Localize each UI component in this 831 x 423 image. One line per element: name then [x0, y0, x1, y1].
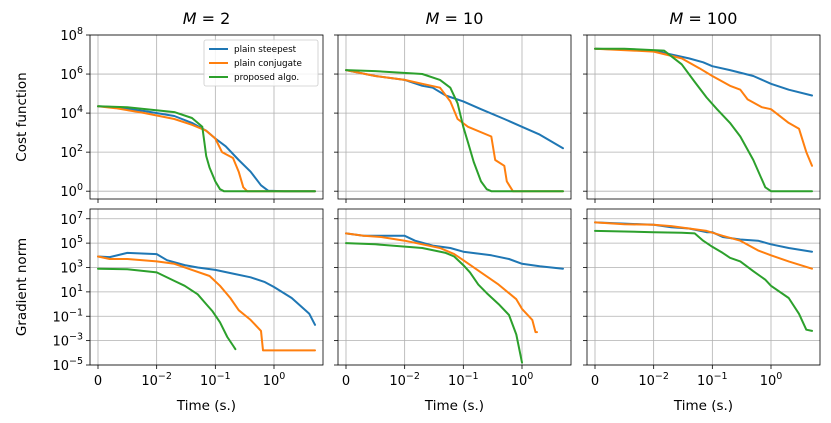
x-tick-label: 10−1: [448, 371, 479, 389]
column-title: M = 10: [426, 9, 484, 28]
y-tick-label: 10−5: [52, 356, 83, 374]
x-tick-label: 0: [94, 374, 102, 389]
series-line-plain-steepest: [594, 221, 813, 253]
series-line-plain-steepest: [97, 251, 316, 326]
series-line-plain-steepest: [97, 105, 316, 193]
y-tick-label: 106: [60, 65, 83, 83]
column-title: M = 2: [183, 9, 231, 28]
y-axis-label: Gradient norm: [14, 238, 30, 336]
x-tick-label: 10−1: [697, 371, 728, 389]
series-line-proposed-algo-: [97, 267, 237, 351]
series-line-plain-conjugate: [97, 255, 316, 352]
y-tick-label: 107: [60, 210, 83, 228]
y-tick-label: 101: [60, 283, 83, 301]
series-line-plain-conjugate: [594, 221, 813, 270]
y-tick-label: 104: [60, 104, 83, 122]
legend: plain steepest plain conjugate proposed al…: [203, 39, 319, 87]
series-line-plain-conjugate: [97, 105, 316, 193]
y-tick-label: 105: [60, 234, 83, 252]
y-tick-label: 100: [60, 182, 83, 200]
y-axis-label: Cost function: [14, 72, 30, 161]
x-tick-label: 10−2: [638, 371, 669, 389]
legend-label: proposed algo.: [234, 73, 299, 83]
legend-box: [203, 39, 319, 87]
x-tick-label: 100: [511, 371, 534, 389]
x-tick-label: 10−2: [141, 371, 172, 389]
series-line-plain-steepest: [345, 232, 564, 270]
axes-frame: [89, 34, 324, 200]
x-tick-label: 10−1: [200, 371, 231, 389]
axes-frame: [337, 34, 572, 200]
x-tick-label: 0: [591, 374, 599, 389]
axes-frame: [586, 208, 821, 366]
axes-frame: [89, 208, 324, 366]
series-line-plain-conjugate: [345, 232, 538, 334]
series-line-proposed-algo-: [594, 47, 813, 193]
series-line-plain-steepest: [594, 47, 813, 97]
x-axis-label: Time (s.): [673, 398, 733, 414]
series-line-plain-conjugate: [594, 47, 813, 167]
series-line-proposed-algo-: [345, 69, 564, 193]
column-title: M = 100: [670, 9, 738, 28]
legend-label: plain conjugate: [234, 59, 302, 69]
x-tick-label: 0: [342, 374, 350, 389]
series-line-proposed-algo-: [594, 229, 813, 332]
x-axis-label: Time (s.): [176, 398, 236, 414]
axes-frame: [586, 34, 821, 200]
series-line-proposed-algo-: [97, 105, 316, 193]
y-tick-label: 10−1: [52, 307, 83, 325]
y-tick-label: 10−3: [52, 332, 83, 350]
x-tick-label: 100: [263, 371, 286, 389]
y-tick-label: 108: [60, 26, 83, 44]
x-tick-label: 100: [760, 371, 783, 389]
y-tick-label: 103: [60, 259, 83, 277]
y-tick-label: 102: [60, 143, 83, 161]
axes-frame: [337, 208, 572, 366]
x-axis-label: Time (s.): [424, 398, 484, 414]
x-tick-label: 10−2: [389, 371, 420, 389]
legend-label: plain steepest: [234, 45, 297, 55]
series-line-proposed-algo-: [345, 242, 523, 364]
